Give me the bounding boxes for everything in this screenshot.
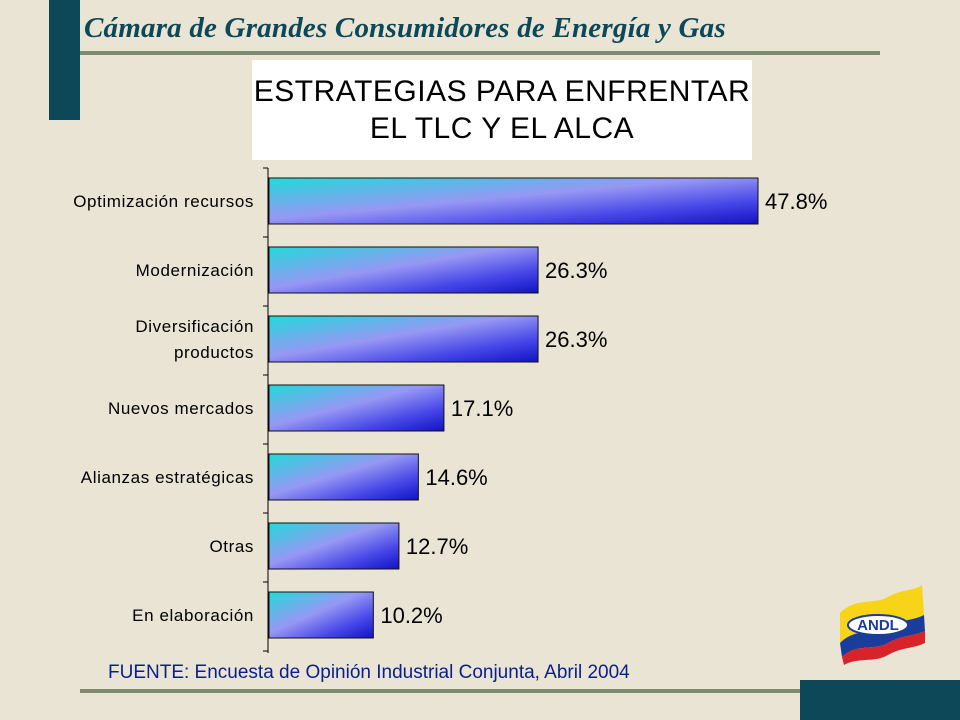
category-label: Nuevos mercados (108, 399, 254, 418)
header-rule (80, 51, 880, 55)
bar (268, 315, 539, 363)
andi-logo: ANDL (840, 585, 925, 665)
category-label: Optimización recursos (73, 192, 254, 211)
chart-title-line-2: EL TLC Y EL ALCA (369, 112, 635, 145)
bar (268, 246, 539, 294)
data-label: 14.6% (425, 465, 487, 490)
category-label: Modernización (136, 261, 254, 280)
corner-accent-block (49, 0, 80, 120)
bar (268, 384, 445, 432)
bar (268, 453, 419, 501)
data-label: 17.1% (451, 396, 513, 421)
chart-title-box: ESTRATEGIAS PARA ENFRENTAR EL TLC Y EL A… (252, 60, 752, 160)
category-label: productos (174, 343, 254, 362)
bar (268, 522, 400, 570)
data-label: 47.8% (765, 189, 827, 214)
data-label: 26.3% (545, 258, 607, 283)
data-label: 26.3% (545, 327, 607, 352)
bar (268, 591, 374, 639)
footer-accent-block (800, 680, 960, 720)
source-note: FUENTE: Encuesta de Opinión Industrial C… (108, 662, 630, 683)
footer-rule (80, 689, 800, 693)
data-label: 10.2% (380, 603, 442, 628)
page-title: Cámara de Grandes Consumidores de Energí… (84, 12, 726, 44)
category-label: Otras (209, 537, 254, 556)
category-label: En elaboración (132, 606, 254, 625)
bar (268, 177, 759, 225)
category-label: Alianzas estratégicas (81, 468, 254, 487)
data-label: 12.7% (406, 534, 468, 559)
category-label: Diversificación (135, 317, 254, 336)
chart-title-line-1: ESTRATEGIAS PARA ENFRENTAR (253, 75, 751, 108)
svg-text:ANDL: ANDL (857, 617, 899, 634)
